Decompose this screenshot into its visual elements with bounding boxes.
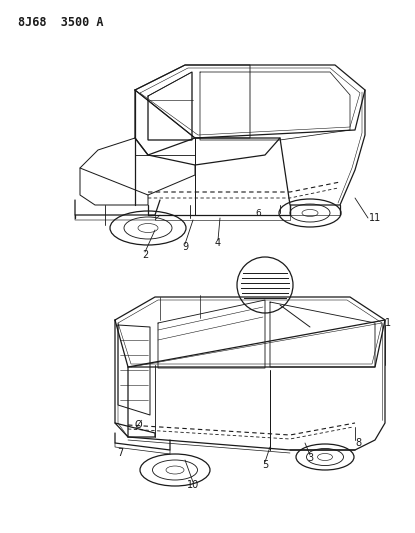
Text: 5: 5 — [262, 460, 268, 470]
Text: 8J68  3500 A: 8J68 3500 A — [18, 16, 103, 29]
Text: 10: 10 — [187, 480, 199, 490]
Text: Ø: Ø — [134, 420, 142, 430]
Text: 1: 1 — [385, 318, 391, 328]
Text: 3: 3 — [307, 453, 313, 463]
Text: 11: 11 — [369, 213, 381, 223]
Text: 7: 7 — [117, 448, 123, 458]
Text: 8: 8 — [355, 438, 361, 448]
Text: 9: 9 — [182, 242, 188, 252]
Text: 4: 4 — [215, 238, 221, 248]
Text: 6: 6 — [255, 208, 261, 217]
Text: 2: 2 — [142, 250, 148, 260]
